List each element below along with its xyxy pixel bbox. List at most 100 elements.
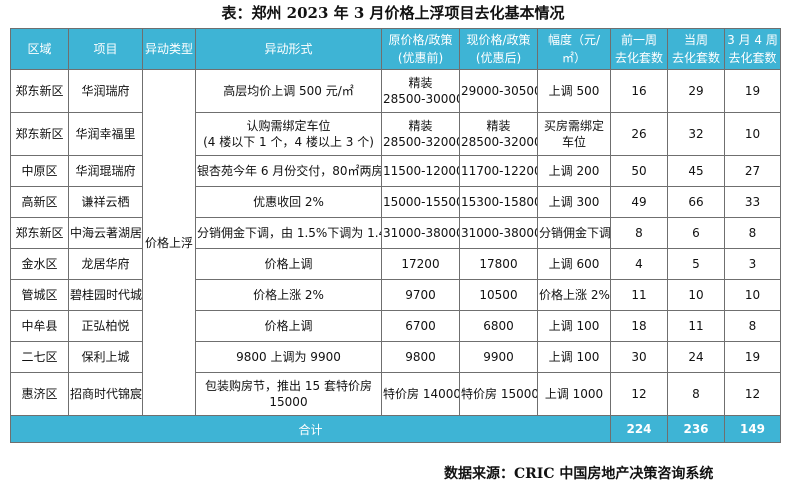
cell-prev: 26 (610, 112, 668, 156)
table-row: 金水区 龙居华府 价格上调 17200 17800 上调 600 4 5 3 (10, 248, 781, 280)
header-row: 区域 项目 异动类型 异动形式 原价格/政策 (优惠前) 现价格/政策 (优惠后) … (10, 28, 781, 70)
cell-prev: 12 (610, 372, 668, 416)
cell-project: 碧桂园时代城 (68, 279, 143, 311)
cell-range: 分销佣金下调 (537, 217, 611, 249)
cell-range: 上调 500 (537, 69, 611, 113)
cell-range: 上调 600 (537, 248, 611, 280)
header-prev-week: 前一周 去化套数 (610, 28, 668, 70)
cell-orig: 精装 28500-32000 (381, 112, 460, 156)
cell-cur: 66 (667, 186, 725, 218)
cell-district: 惠济区 (10, 372, 69, 416)
cell-new: 31000-38000 (459, 217, 538, 249)
table-row: 二七区 保利上城 9800 上调为 9900 9800 9900 上调 100 … (10, 341, 781, 373)
table-row: 管城区 碧桂园时代城 价格上涨 2% 9700 10500 价格上涨 2% 11… (10, 279, 781, 311)
cell-prev: 49 (610, 186, 668, 218)
cell-project: 华润瑞府 (68, 69, 143, 113)
cell-range: 上调 100 (537, 310, 611, 342)
cell-cur: 32 (667, 112, 725, 156)
cell-w4: 10 (724, 279, 781, 311)
cell-orig: 精装 28500-30000 (381, 69, 460, 113)
cell-new: 10500 (459, 279, 538, 311)
cell-cur: 11 (667, 310, 725, 342)
data-source: 数据来源：CRIC 中国房地产决策咨询系统 (444, 466, 714, 482)
header-mar4-week: 3 月 4 周去化套数 (724, 28, 781, 70)
cell-w4: 19 (724, 69, 781, 113)
total-prev: 224 (610, 415, 668, 443)
cell-orig: 9700 (381, 279, 460, 311)
cell-cur: 5 (667, 248, 725, 280)
cell-new: 特价房 15000 (459, 372, 538, 416)
table-row: 郑东新区 华润瑞府 价格上浮 高层均价上调 500 元/㎡ 精装 28500-30… (10, 69, 781, 416)
cell-form: 分销佣金下调，由 1.5%下调为 1.4% (195, 217, 382, 249)
cell-district: 二七区 (10, 341, 69, 373)
cell-district: 郑东新区 (10, 112, 69, 156)
cell-range: 上调 200 (537, 155, 611, 187)
cell-w4: 19 (724, 341, 781, 373)
cell-new: 17800 (459, 248, 538, 280)
cell-project: 华润幸福里 (68, 112, 143, 156)
cell-form: 优惠收回 2% (195, 186, 382, 218)
cell-form: 包装购房节，推出 15 套特价房 15000 (195, 372, 382, 416)
cell-project: 招商时代锦宸 (68, 372, 143, 416)
table-row: 郑东新区 华润幸福里 认购需绑定车位 (4 楼以下 1 个，4 楼以上 3 个) … (10, 112, 781, 156)
cell-prev: 30 (610, 341, 668, 373)
cell-orig: 15000-15500 (381, 186, 460, 218)
header-district: 区域 (10, 28, 69, 70)
cell-form: 认购需绑定车位 (4 楼以下 1 个，4 楼以上 3 个) (195, 112, 382, 156)
header-project: 项目 (68, 28, 143, 70)
total-cur: 236 (667, 415, 725, 443)
table-row: 中原区 华润琨瑞府 银杏苑今年 6 月份交付，80㎡两房 11500-12000… (10, 155, 781, 187)
cell-form: 9800 上调为 9900 (195, 341, 382, 373)
cell-project: 华润琨瑞府 (68, 155, 143, 187)
cell-district: 高新区 (10, 186, 69, 218)
table-title: 表：郑州 2023 年 3 月价格上浮项目去化基本情况 (221, 4, 565, 22)
cell-w4: 3 (724, 248, 781, 280)
cell-w4: 10 (724, 112, 781, 156)
price-table: 区域 项目 异动类型 异动形式 原价格/政策 (优惠前) 现价格/政策 (优惠后) … (10, 28, 781, 443)
cell-project: 保利上城 (68, 341, 143, 373)
total-row: 合计 224 236 149 (10, 415, 781, 443)
cell-prev: 8 (610, 217, 668, 249)
cell-orig: 特价房 14000 (381, 372, 460, 416)
cell-project: 正弘柏悦 (68, 310, 143, 342)
cell-range: 上调 1000 (537, 372, 611, 416)
header-orig-price: 原价格/政策 (优惠前) (381, 28, 460, 70)
cell-cur: 8 (667, 372, 725, 416)
cell-new: 精装 28500-32000 (459, 112, 538, 156)
cell-prev: 18 (610, 310, 668, 342)
cell-form: 银杏苑今年 6 月份交付，80㎡两房 (195, 155, 382, 187)
cell-new: 29000-30500 (459, 69, 538, 113)
cell-cur: 45 (667, 155, 725, 187)
cell-district: 中牟县 (10, 310, 69, 342)
header-this-week: 当周 去化套数 (667, 28, 725, 70)
cell-orig: 6700 (381, 310, 460, 342)
cell-range: 价格上涨 2% (537, 279, 611, 311)
header-range: 幅度（元/㎡） (537, 28, 611, 70)
cell-range: 上调 100 (537, 341, 611, 373)
cell-prev: 50 (610, 155, 668, 187)
table-row: 惠济区 招商时代锦宸 包装购房节，推出 15 套特价房 15000 特价房 140… (10, 372, 781, 416)
cell-new: 9900 (459, 341, 538, 373)
cell-prev: 16 (610, 69, 668, 113)
cell-new: 15300-15800 (459, 186, 538, 218)
cell-cur: 6 (667, 217, 725, 249)
table-row: 高新区 谦祥云栖 优惠收回 2% 15000-15500 15300-15800… (10, 186, 781, 218)
cell-orig: 9800 (381, 341, 460, 373)
cell-w4: 33 (724, 186, 781, 218)
total-label: 合计 (10, 415, 611, 443)
cell-district: 郑东新区 (10, 69, 69, 113)
header-change-form: 异动形式 (195, 28, 382, 70)
cell-project: 龙居华府 (68, 248, 143, 280)
cell-cur: 10 (667, 279, 725, 311)
cell-project: 中海云著湖居 (68, 217, 143, 249)
cell-w4: 8 (724, 310, 781, 342)
cell-prev: 11 (610, 279, 668, 311)
header-new-price: 现价格/政策 (优惠后) (459, 28, 538, 70)
cell-cur: 24 (667, 341, 725, 373)
cell-district: 中原区 (10, 155, 69, 187)
cell-w4: 27 (724, 155, 781, 187)
cell-form: 价格上调 (195, 248, 382, 280)
cell-district: 郑东新区 (10, 217, 69, 249)
cell-range: 上调 300 (537, 186, 611, 218)
cell-orig: 17200 (381, 248, 460, 280)
